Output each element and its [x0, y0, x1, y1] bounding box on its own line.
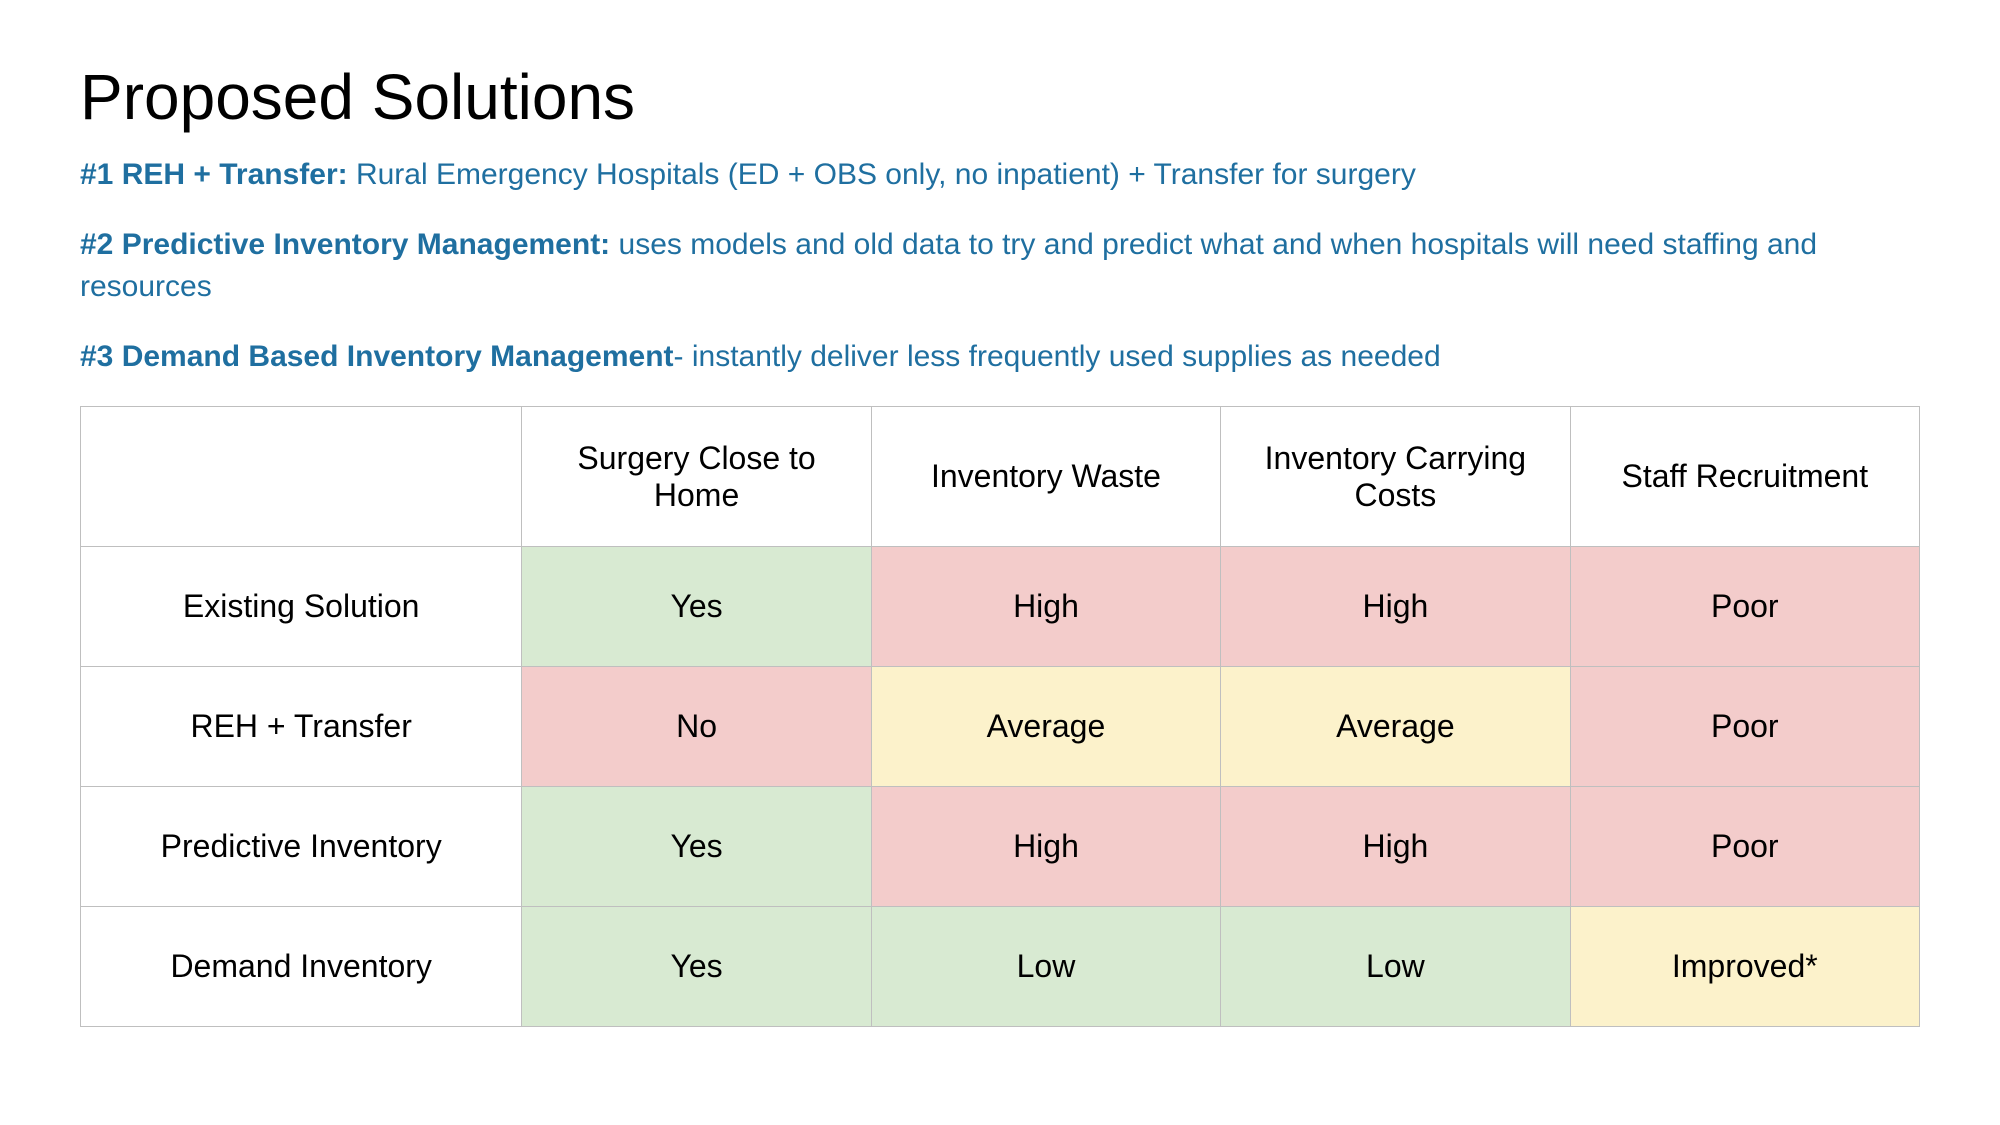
table-cell: Yes	[522, 787, 871, 907]
solution-2-text: #2 Predictive Inventory Management: uses…	[80, 224, 1920, 308]
table-cell: Yes	[522, 907, 871, 1027]
solution-3-label: #3 Demand Based Inventory Management	[80, 340, 674, 373]
comparison-table: Surgery Close to Home Inventory Waste In…	[80, 406, 1920, 1027]
table-cell: High	[871, 547, 1220, 667]
table-header-row: Surgery Close to Home Inventory Waste In…	[81, 407, 1920, 547]
table-cell: High	[871, 787, 1220, 907]
table-cell: Average	[871, 667, 1220, 787]
table-header-blank	[81, 407, 522, 547]
slide: Proposed Solutions #1 REH + Transfer: Ru…	[0, 0, 2000, 1125]
table-header-staff: Staff Recruitment	[1570, 407, 1919, 547]
table-row-label: REH + Transfer	[81, 667, 522, 787]
solution-1-text: #1 REH + Transfer: Rural Emergency Hospi…	[80, 154, 1920, 196]
table-cell: Yes	[522, 547, 871, 667]
table-cell: High	[1221, 547, 1570, 667]
table-row: Existing SolutionYesHighHighPoor	[81, 547, 1920, 667]
page-title: Proposed Solutions	[80, 60, 1920, 134]
table-row-label: Existing Solution	[81, 547, 522, 667]
solution-3-desc: - instantly deliver less frequently used…	[674, 340, 1441, 373]
solution-1-desc: Rural Emergency Hospitals (ED + OBS only…	[356, 158, 1416, 191]
table-row-label: Demand Inventory	[81, 907, 522, 1027]
table-header-surgery: Surgery Close to Home	[522, 407, 871, 547]
table-row: REH + TransferNoAverageAveragePoor	[81, 667, 1920, 787]
solution-2-label: #2 Predictive Inventory Management:	[80, 228, 619, 261]
table-header-carrying: Inventory Carrying Costs	[1221, 407, 1570, 547]
table-cell: Average	[1221, 667, 1570, 787]
table-cell: Low	[871, 907, 1220, 1027]
table-row-label: Predictive Inventory	[81, 787, 522, 907]
table-row: Predictive InventoryYesHighHighPoor	[81, 787, 1920, 907]
table-row: Demand InventoryYesLowLowImproved*	[81, 907, 1920, 1027]
table-cell: Improved*	[1570, 907, 1919, 1027]
table-cell: Low	[1221, 907, 1570, 1027]
table-cell: High	[1221, 787, 1570, 907]
table-cell: Poor	[1570, 787, 1919, 907]
solution-3-text: #3 Demand Based Inventory Management- in…	[80, 336, 1920, 378]
table-cell: Poor	[1570, 667, 1919, 787]
table-body: Existing SolutionYesHighHighPoorREH + Tr…	[81, 547, 1920, 1027]
solution-1-label: #1 REH + Transfer:	[80, 158, 356, 191]
table-header: Surgery Close to Home Inventory Waste In…	[81, 407, 1920, 547]
table-header-waste: Inventory Waste	[871, 407, 1220, 547]
table-cell: No	[522, 667, 871, 787]
table-cell: Poor	[1570, 547, 1919, 667]
